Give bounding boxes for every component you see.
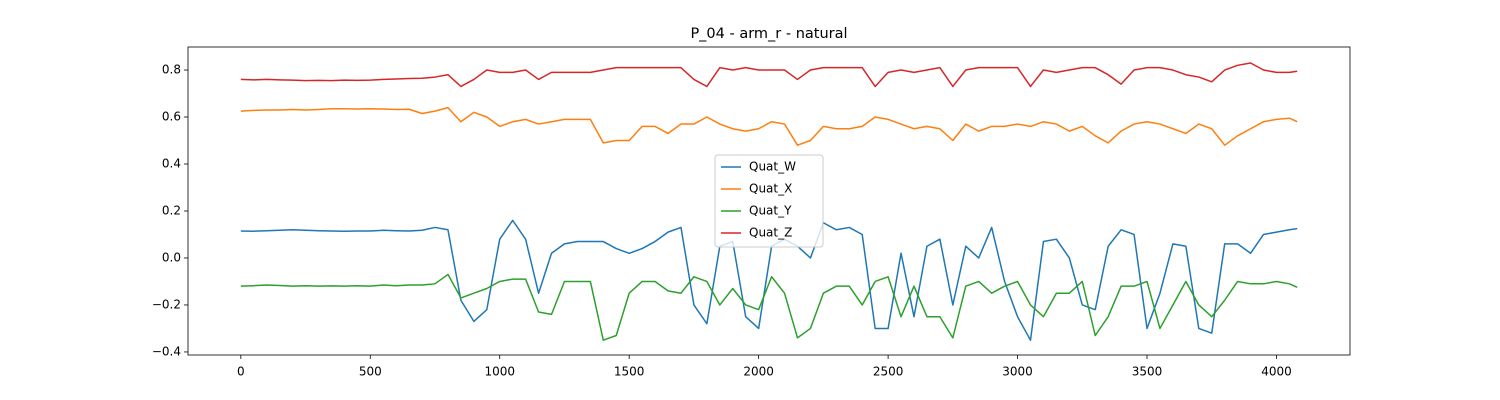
x-tick-label: 2500 bbox=[873, 365, 904, 379]
legend-label: Quat_W bbox=[749, 160, 796, 174]
x-tick-label: 0 bbox=[237, 365, 245, 379]
x-tick-label: 2000 bbox=[743, 365, 774, 379]
chart-title: P_04 - arm_r - natural bbox=[690, 26, 847, 42]
y-tick-label: 0.2 bbox=[162, 203, 181, 217]
plot-frame bbox=[187, 46, 1351, 356]
y-tick-label: −0.2 bbox=[152, 297, 181, 311]
y-tick-label: 0.8 bbox=[162, 63, 181, 77]
x-tick-label: 1000 bbox=[484, 365, 515, 379]
x-tick-label: 3000 bbox=[1002, 365, 1033, 379]
x-tick-label: 4000 bbox=[1261, 365, 1292, 379]
x-tick-label: 500 bbox=[359, 365, 382, 379]
series-line bbox=[240, 273, 1298, 341]
x-tick-label: 3500 bbox=[1132, 365, 1163, 379]
legend-label: Quat_X bbox=[749, 182, 792, 196]
y-tick-label: 0.6 bbox=[162, 110, 181, 124]
legend: Quat_W Quat_X Quat_Y Quat_Z bbox=[714, 154, 824, 248]
y-tick-label: 0.4 bbox=[162, 156, 181, 170]
series-line bbox=[240, 62, 1298, 88]
legend-label: Quat_Y bbox=[749, 204, 792, 218]
legend-box bbox=[714, 154, 824, 248]
x-tick-label: 1500 bbox=[614, 365, 645, 379]
y-tick-label: 0.0 bbox=[162, 250, 181, 264]
y-tick-label: −0.4 bbox=[152, 344, 181, 358]
series-line bbox=[240, 106, 1298, 146]
legend-label: Quat_Z bbox=[749, 226, 792, 240]
